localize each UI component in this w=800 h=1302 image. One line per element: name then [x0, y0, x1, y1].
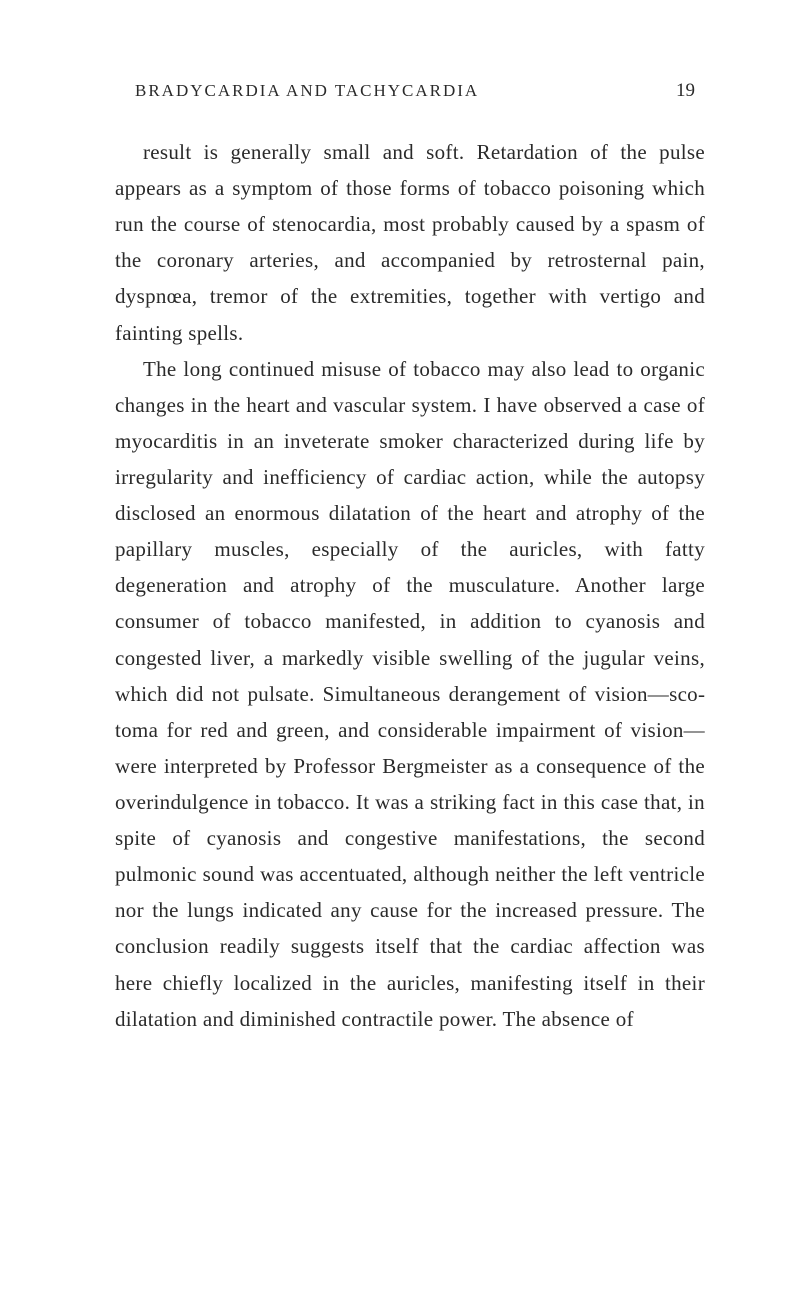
running-title: BRADYCARDIA AND TACHYCARDIA: [135, 81, 479, 101]
body-paragraph: The long continued misuse of tobacco may…: [115, 351, 705, 1037]
page-content: result is generally small and soft. Reta…: [115, 134, 705, 1037]
page-number: 19: [676, 80, 695, 102]
body-paragraph: result is generally small and soft. Reta…: [115, 134, 705, 351]
page-header: BRADYCARDIA AND TACHYCARDIA 19: [115, 80, 705, 102]
